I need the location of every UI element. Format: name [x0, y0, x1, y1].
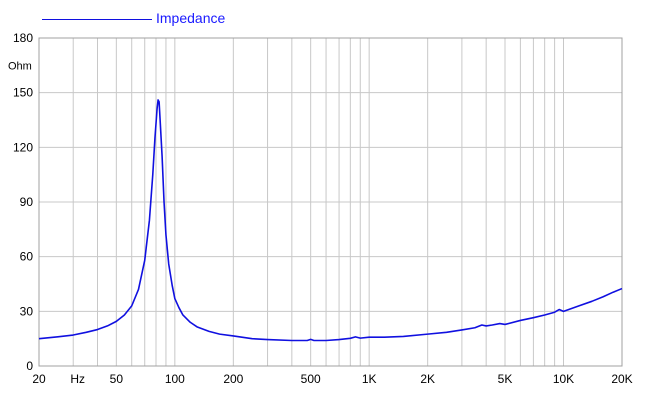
- x-tick-label: 100: [165, 372, 185, 386]
- plot-border: [38, 37, 623, 367]
- series-line-impedance: [38, 99, 623, 342]
- x-tick-label: 500: [301, 372, 321, 386]
- x-tick-label: 50: [110, 372, 124, 386]
- y-axis-label: Ohm: [8, 60, 32, 72]
- x-tick-label: 20: [32, 372, 46, 386]
- y-tick-label: 120: [13, 140, 33, 154]
- series-group: [38, 99, 623, 342]
- legend-line-impedance: [42, 19, 152, 20]
- grid: [39, 38, 622, 366]
- y-tick-label: 90: [20, 195, 34, 209]
- x-tick-label: 1K: [362, 372, 377, 386]
- plot-frame: [38, 37, 623, 367]
- x-tick-label: 20K: [611, 372, 632, 386]
- y-tick-label: 180: [13, 31, 33, 45]
- x-tick-labels: 20 50 100 200 500 1K 2K 5K 10K 20K: [32, 372, 632, 386]
- y-tick-label: 0: [26, 359, 33, 373]
- y-tick-labels: 0 30 60 90 120 150 180: [13, 31, 33, 373]
- y-tick-label: 150: [13, 86, 33, 100]
- legend-label-impedance: Impedance: [156, 10, 226, 26]
- y-tick-label: 60: [20, 250, 34, 264]
- y-tick-label: 30: [20, 304, 34, 318]
- x-tick-label: 2K: [420, 372, 435, 386]
- x-tick-label: 200: [223, 372, 243, 386]
- x-tick-label: 10K: [553, 372, 574, 386]
- x-tick-label: 5K: [498, 372, 513, 386]
- x-unit-label: Hz: [70, 372, 85, 386]
